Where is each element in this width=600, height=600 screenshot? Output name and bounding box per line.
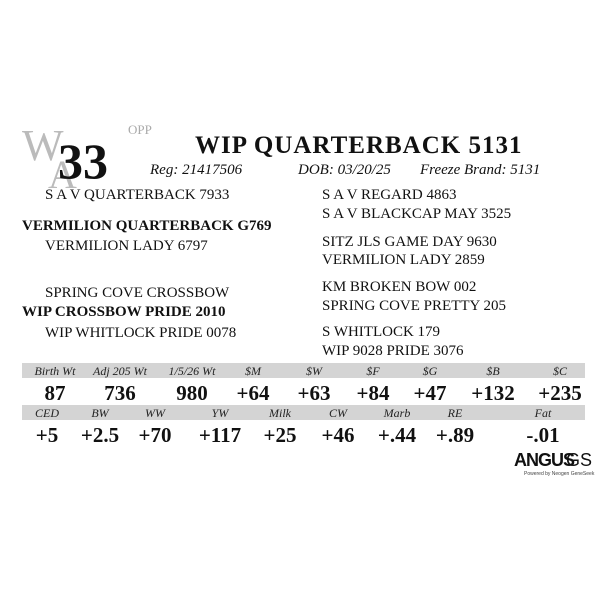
logo-letter: A	[48, 152, 77, 197]
pedigree-name: S A V BLACKCAP MAY 3525	[322, 206, 511, 222]
pedigree-name: S A V REGARD 4863	[322, 187, 456, 203]
epd-label: 1/5/26 Wt	[169, 364, 217, 378]
epd-label: CED	[35, 406, 59, 420]
epd-label: $W	[306, 364, 323, 378]
epd-value: +64	[237, 381, 270, 405]
epd-label: $G	[423, 364, 438, 378]
logo-letter: W	[22, 121, 64, 170]
epd-value: +70	[139, 423, 172, 447]
pedigree-name: SITZ JLS GAME DAY 9630	[322, 234, 497, 250]
epd-value: +.89	[436, 423, 474, 447]
pedigree-name: KM BROKEN BOW 002	[322, 279, 476, 295]
epd-label: BW	[91, 406, 109, 420]
epd-value: +46	[322, 423, 355, 447]
pedigree-name: SPRING COVE CROSSBOW	[45, 285, 230, 301]
pedigree-name: VERMILION LADY 2859	[322, 252, 485, 268]
brand-name: ANGUS	[514, 450, 575, 470]
epd-label: $C	[553, 364, 568, 378]
epd-value: +84	[357, 381, 390, 405]
epd-band	[22, 363, 585, 378]
epd-label: WW	[145, 406, 166, 420]
dob: DOB: 03/20/25	[297, 162, 391, 178]
epd-label: RE	[447, 406, 463, 420]
epd-value: +63	[298, 381, 331, 405]
epd-value: +132	[471, 381, 514, 405]
epd-value: +235	[538, 381, 581, 405]
pedigree-name: S A V QUARTERBACK 7933	[45, 187, 229, 203]
pedigree-dam: WIP CROSSBOW PRIDE 2010	[22, 304, 226, 320]
epd-label: Adj 205 Wt	[92, 364, 148, 378]
epd-value: +117	[199, 423, 241, 447]
epd-value: +25	[264, 423, 297, 447]
epd-label: YW	[212, 406, 230, 420]
pedigree-name: S WHITLOCK 179	[322, 324, 440, 340]
epd-value: 736	[104, 381, 136, 405]
epd-value: 87	[45, 381, 66, 405]
epd-value: +.44	[378, 423, 417, 447]
epd-band	[22, 405, 585, 420]
epd-value: +47	[414, 381, 447, 405]
epd-value: +2.5	[81, 423, 119, 447]
epd-label: Fat	[534, 406, 552, 420]
brand-logo: ANGUS GS Powered by Neogen GeneSeek	[514, 450, 595, 477]
brand-suffix: GS	[566, 450, 592, 470]
epd-label: Marb	[383, 406, 411, 420]
title: WIP QUARTERBACK 5131	[195, 132, 522, 159]
pedigree-name: SPRING COVE PRETTY 205	[322, 298, 506, 314]
pedigree-name: VERMILION LADY 6797	[45, 238, 208, 254]
logo-tag: OPP	[128, 122, 152, 137]
epd-value: +5	[36, 423, 58, 447]
epd-label: $B	[486, 364, 500, 378]
epd-label: Birth Wt	[35, 364, 77, 378]
epd-value: -.01	[526, 423, 559, 447]
epd-value: 980	[176, 381, 208, 405]
epd-label: Milk	[268, 406, 292, 420]
epd-label: CW	[329, 406, 348, 420]
reg: Reg: 21417506	[149, 162, 243, 178]
pedigree-sire: VERMILION QUARTERBACK G769	[22, 218, 272, 234]
lot-number: 33	[58, 133, 108, 189]
pedigree-name: WIP 9028 PRIDE 3076	[322, 343, 464, 359]
brand-tagline: Powered by Neogen GeneSeek	[524, 471, 595, 477]
epd-label: $M	[245, 364, 262, 378]
freeze-brand: Freeze Brand: 5131	[419, 162, 540, 178]
pedigree-name: WIP WHITLOCK PRIDE 0078	[45, 325, 236, 341]
epd-label: $F	[366, 364, 380, 378]
